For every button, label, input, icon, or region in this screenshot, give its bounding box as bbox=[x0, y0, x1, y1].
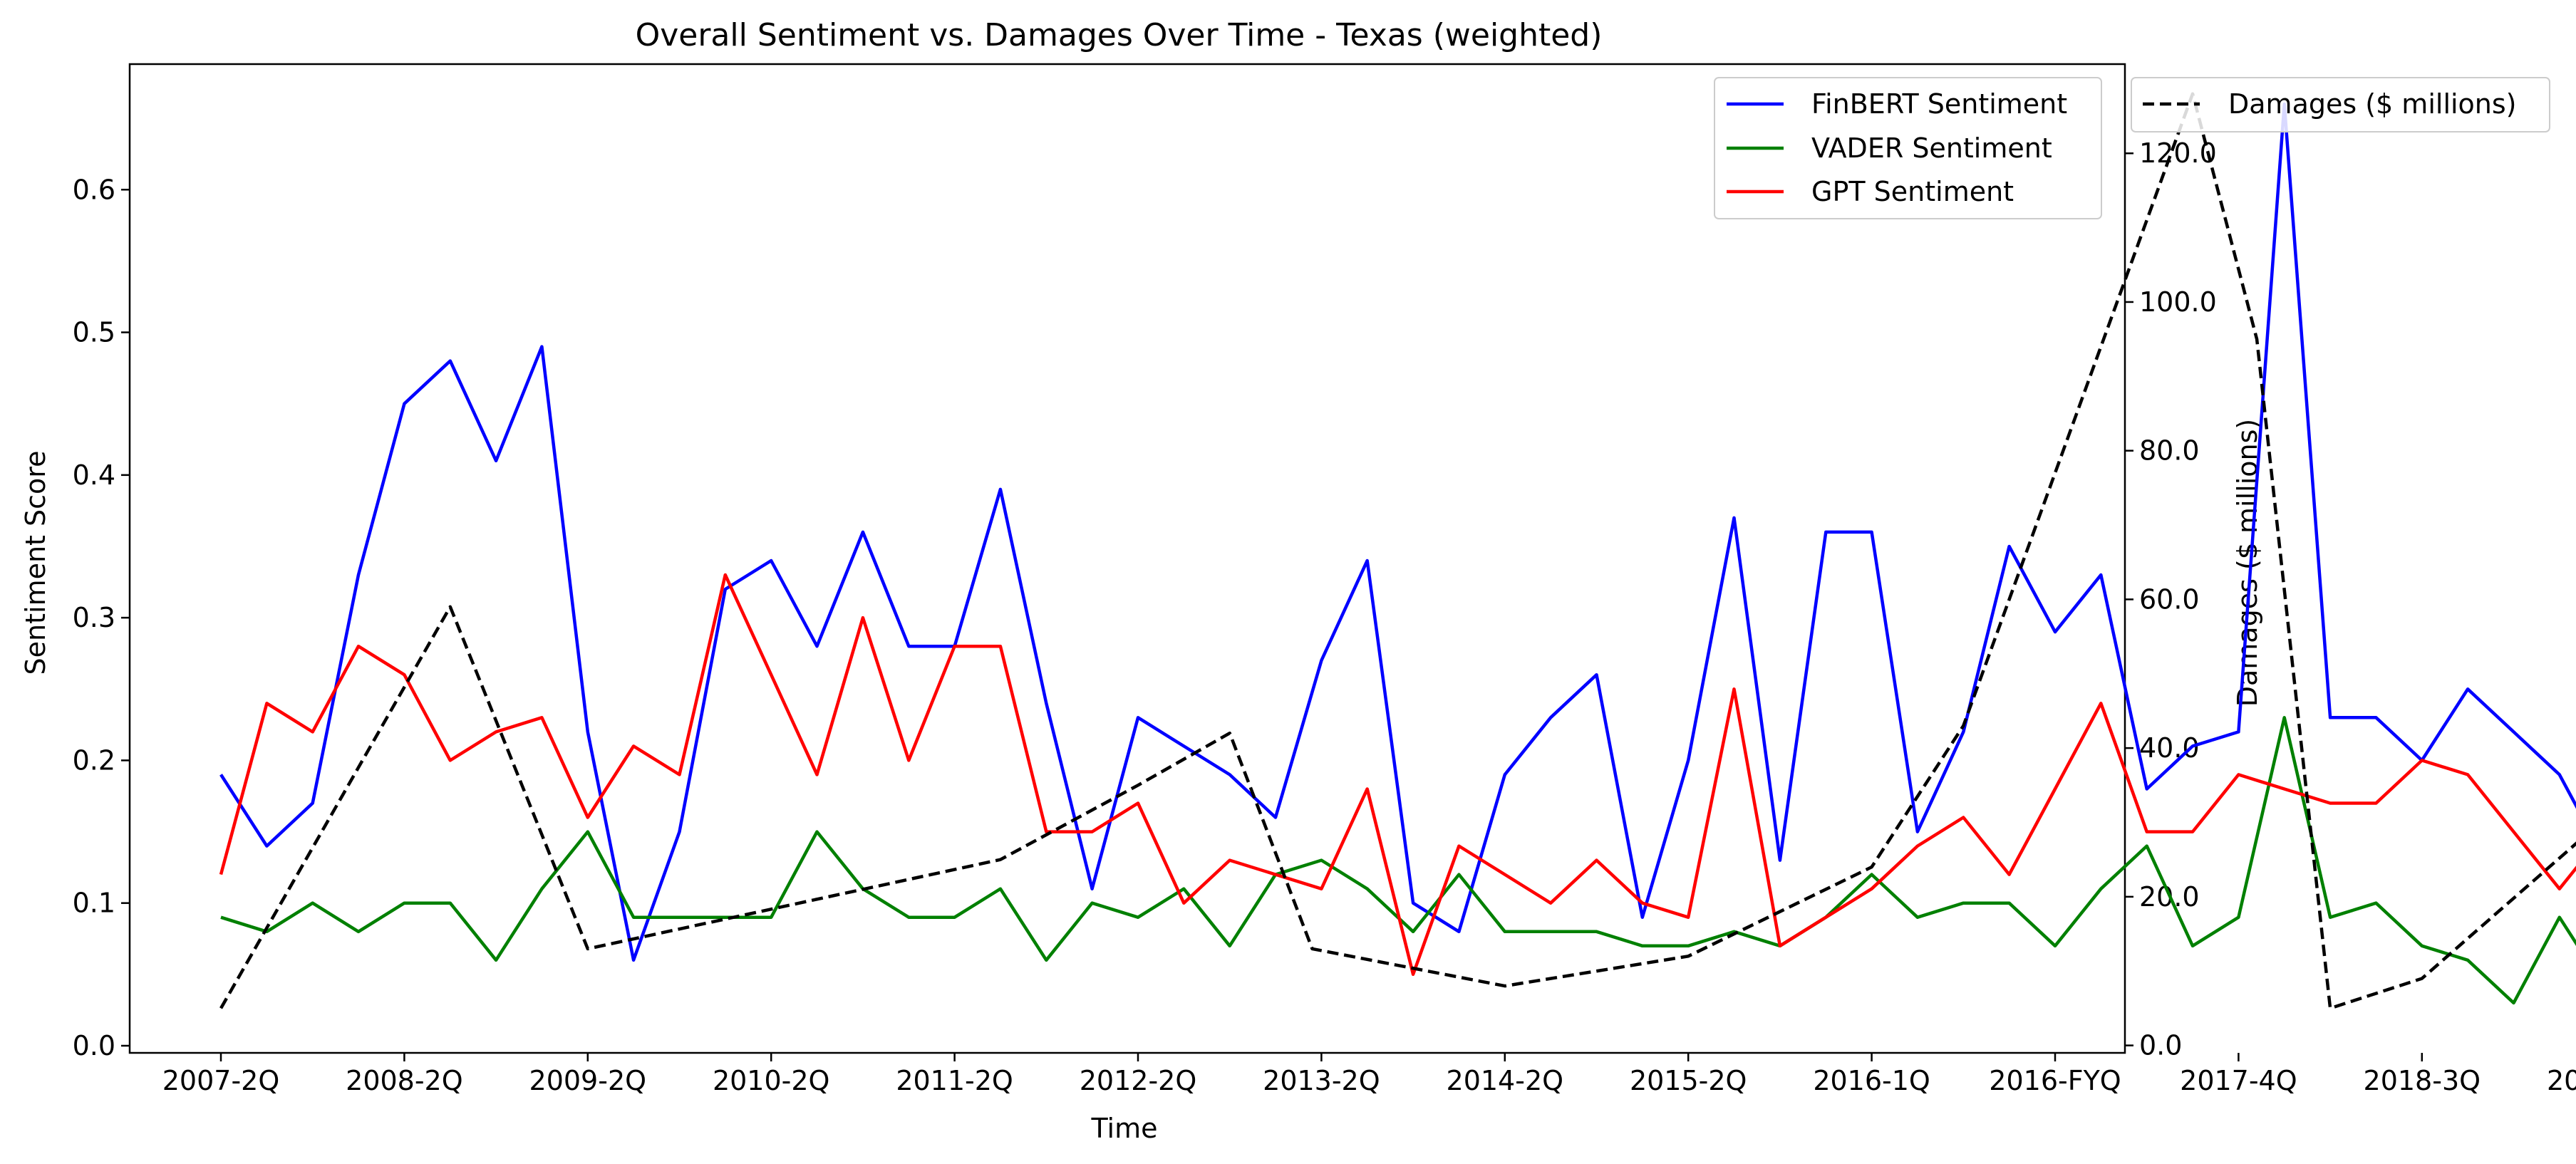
legend-main: FinBERT Sentiment VADER Sentiment GPT Se… bbox=[1714, 77, 2102, 219]
legend-finbert-label: FinBERT Sentiment bbox=[1811, 88, 2067, 120]
chart-title: Overall Sentiment vs. Damages Over Time … bbox=[636, 17, 1603, 53]
y-right-tick-label-4: 80.0 bbox=[2139, 435, 2200, 467]
y-axis-left: 0.0 0.1 0.2 0.3 0.4 0.5 0.6 bbox=[73, 174, 130, 1061]
legend-gpt-label: GPT Sentiment bbox=[1811, 176, 2014, 207]
y-right-tick-label-5: 100.0 bbox=[2139, 286, 2217, 318]
legend-damages-frame bbox=[2131, 77, 2550, 132]
x-tick-label-4: 2011-2Q bbox=[896, 1065, 1013, 1096]
series-line-finbert-sentiment bbox=[219, 102, 2576, 962]
x-tick-label-6: 2013-2Q bbox=[1263, 1065, 1380, 1096]
y-left-tick-label-5: 0.5 bbox=[73, 317, 115, 348]
y-left-tick-label-6: 0.6 bbox=[73, 174, 115, 205]
y-left-tick-label-4: 0.4 bbox=[73, 459, 115, 491]
x-tick-label-12: 2018-3Q bbox=[2364, 1065, 2481, 1096]
y-left-tick-label-1: 0.1 bbox=[73, 888, 115, 919]
legend-damages: Damages ($ millions) bbox=[2131, 77, 2550, 132]
legend-main-frame bbox=[1714, 77, 2102, 219]
x-axis-label: Time bbox=[1091, 1113, 1158, 1144]
legend-damages-label: Damages ($ millions) bbox=[2228, 88, 2517, 120]
series-line-gpt-sentiment bbox=[219, 573, 2576, 977]
y-left-tick-label-0: 0.0 bbox=[73, 1030, 115, 1061]
y-axis-label-left: Sentiment Score bbox=[20, 451, 51, 675]
y-right-tick-label-0: 0.0 bbox=[2139, 1030, 2182, 1061]
x-tick-label-1: 2008-2Q bbox=[346, 1065, 463, 1096]
series-line-damages-millions bbox=[219, 92, 2576, 1010]
x-tick-label-0: 2007-2Q bbox=[162, 1065, 280, 1096]
x-tick-label-11: 2017-4Q bbox=[2180, 1065, 2297, 1096]
x-axis: 2007-2Q 2008-2Q 2009-2Q 2010-2Q 2011-2Q 2012-… bbox=[162, 1053, 2576, 1096]
x-tick-label-9: 2016-1Q bbox=[1813, 1065, 1930, 1096]
x-tick-label-13: 2019-2Q bbox=[2547, 1065, 2576, 1096]
x-tick-label-10: 2016-FYQ bbox=[1989, 1065, 2121, 1096]
x-tick-label-7: 2014-2Q bbox=[1447, 1065, 1564, 1096]
series-line-vader-sentiment bbox=[220, 716, 2576, 1005]
x-tick-label-2: 2009-2Q bbox=[529, 1065, 647, 1096]
legend-vader-label: VADER Sentiment bbox=[1811, 132, 2052, 164]
y-left-tick-label-2: 0.2 bbox=[73, 744, 115, 776]
series-layer bbox=[219, 92, 2576, 1010]
x-tick-label-5: 2012-2Q bbox=[1080, 1065, 1197, 1096]
x-tick-label-3: 2010-2Q bbox=[713, 1065, 830, 1096]
y-right-tick-label-3: 60.0 bbox=[2139, 583, 2200, 615]
y-right-tick-label-6: 120.0 bbox=[2139, 137, 2217, 169]
plot-area-frame bbox=[128, 63, 2126, 1054]
x-tick-label-8: 2015-2Q bbox=[1630, 1065, 1747, 1096]
y-left-tick-label-3: 0.3 bbox=[73, 602, 115, 633]
